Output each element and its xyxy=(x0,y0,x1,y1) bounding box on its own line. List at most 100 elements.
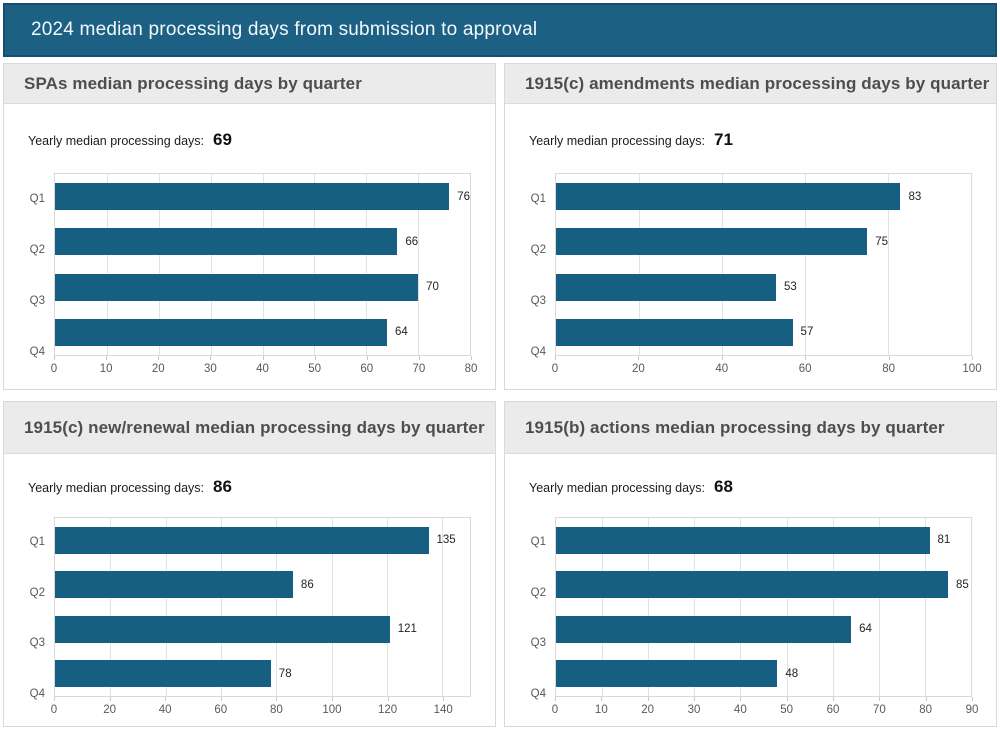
x-axis-tick xyxy=(740,697,742,701)
gridline xyxy=(366,174,368,355)
bar-value-label: 76 xyxy=(457,190,470,203)
bar-row-q2: 66 xyxy=(55,219,470,264)
amendments-bar-chart: Q1 Q2 Q3 Q4 83 75 53 57 0 20 40 60 80 100 xyxy=(529,173,982,378)
x-axis: 0 20 40 60 80 100 xyxy=(552,356,982,378)
x-axis-tick xyxy=(158,356,160,360)
x-axis-tick xyxy=(54,697,55,701)
category-label-q1: Q1 xyxy=(29,192,45,205)
gridline xyxy=(331,518,333,696)
category-label-q1: Q1 xyxy=(530,192,546,205)
bar-q1[interactable] xyxy=(556,526,930,554)
bar-row-q4: 78 xyxy=(55,652,470,697)
category-label-q3: Q3 xyxy=(29,295,45,308)
bar-q4[interactable] xyxy=(556,660,778,688)
gridline xyxy=(924,518,926,696)
yearly-median-label: Yearly median processing days: xyxy=(529,134,706,148)
bar-q1[interactable] xyxy=(55,526,429,554)
bar-q3[interactable] xyxy=(55,273,419,301)
x-axis-tick-label: 0 xyxy=(50,704,58,716)
bar-q2[interactable] xyxy=(55,571,293,599)
bar-q3[interactable] xyxy=(556,273,776,301)
bar-row-q1: 81 xyxy=(556,518,971,563)
x-axis-tick-label: 80 xyxy=(882,363,895,375)
bar-row-q3: 121 xyxy=(55,607,470,652)
bar-q2[interactable] xyxy=(556,228,868,256)
bar-row-q2: 75 xyxy=(556,219,971,264)
bar-value-label: 85 xyxy=(955,578,969,591)
plot-area: 76 66 70 64 xyxy=(54,173,471,356)
x-axis-tick-label: 10 xyxy=(594,704,608,716)
x-axis-tick-label: 0 xyxy=(551,704,559,716)
x-axis-tick-label: 30 xyxy=(203,363,217,375)
bar-row-q4: 57 xyxy=(556,310,971,355)
x-axis-tick xyxy=(366,356,368,360)
gridline xyxy=(221,518,222,696)
panel-1915b-actions-header: 1915(b) actions median processing days b… xyxy=(505,402,996,454)
bar-row-q3: 64 xyxy=(556,607,971,652)
x-axis-tick-label: 70 xyxy=(412,363,426,375)
category-label-q2: Q2 xyxy=(29,243,45,256)
category-label-q4: Q4 xyxy=(29,346,45,359)
category-label-q1: Q1 xyxy=(530,536,546,549)
bar-q2[interactable] xyxy=(55,228,398,256)
bar-q3[interactable] xyxy=(55,615,390,643)
panel-spas-title: SPAs median processing days by quarter xyxy=(24,73,362,93)
bar-q4[interactable] xyxy=(556,318,793,346)
gridline xyxy=(314,174,316,355)
category-label-q1: Q1 xyxy=(29,536,45,549)
x-axis-tick xyxy=(331,697,333,701)
x-axis-tick-label: 20 xyxy=(641,704,655,716)
gridline xyxy=(602,518,604,696)
plot-area: 83 75 53 57 xyxy=(555,173,972,356)
gridline xyxy=(805,174,806,355)
bar-q1[interactable] xyxy=(556,183,901,211)
bar-row-q2: 85 xyxy=(556,563,971,608)
bar-value-label: 121 xyxy=(397,623,417,636)
x-axis-tick xyxy=(314,356,316,360)
x-axis-tick xyxy=(276,697,278,701)
bar-q4[interactable] xyxy=(55,660,271,688)
x-axis-tick-label: 90 xyxy=(965,704,979,716)
category-label-q2: Q2 xyxy=(29,586,45,599)
x-axis-tick-label: 140 xyxy=(433,704,453,716)
bar-row-q1: 135 xyxy=(55,518,470,563)
bar-value-label: 70 xyxy=(426,281,439,294)
y-axis-category-labels: Q1 Q2 Q3 Q4 xyxy=(28,517,54,719)
x-axis-tick-label: 40 xyxy=(715,363,729,375)
bar-q1[interactable] xyxy=(55,183,450,211)
gridline xyxy=(786,518,788,696)
x-axis-tick xyxy=(54,356,55,360)
yearly-median-value: 69 xyxy=(213,130,232,149)
x-axis-tick xyxy=(786,697,788,701)
bar-q2[interactable] xyxy=(556,571,948,599)
x-axis-tick-label: 60 xyxy=(360,363,374,375)
x-axis-tick-label: 100 xyxy=(322,704,342,716)
gridline xyxy=(722,174,723,355)
bar-value-label: 57 xyxy=(800,326,814,339)
bar-q4[interactable] xyxy=(55,318,387,346)
bar-value-label: 78 xyxy=(278,667,292,680)
category-label-q3: Q3 xyxy=(530,637,546,650)
x-axis-tick-label: 60 xyxy=(214,704,228,716)
dashboard-header: 2024 median processing days from submiss… xyxy=(3,3,997,57)
y-axis-category-labels: Q1 Q2 Q3 Q4 xyxy=(28,173,54,378)
x-axis-tick xyxy=(638,356,640,360)
x-axis: 0 20 40 60 80 100 120 140 xyxy=(50,697,471,719)
x-axis-tick-label: 10 xyxy=(99,363,113,375)
x-axis-tick xyxy=(220,697,222,701)
x-axis-tick-label: 50 xyxy=(308,363,322,375)
x-axis-tick xyxy=(109,697,111,701)
x-axis-tick xyxy=(879,697,881,701)
yearly-median-row: Yearly median processing days: 68 xyxy=(529,477,972,497)
yearly-median-label: Yearly median processing days: xyxy=(529,481,706,495)
panel-1915b-actions-body: Yearly median processing days: 68 Q1 Q2 Q3… xyxy=(505,477,996,719)
bar-value-label: 75 xyxy=(875,235,889,248)
x-axis-tick xyxy=(106,356,108,360)
bar-row-q4: 64 xyxy=(55,310,470,355)
bar-row-q3: 70 xyxy=(55,265,470,310)
bar-q3[interactable] xyxy=(556,615,852,643)
gridline xyxy=(110,518,112,696)
panel-1915c-new-renewal-title: 1915(c) new/renewal median processing da… xyxy=(24,417,485,437)
bar-value-label: 83 xyxy=(908,190,922,203)
